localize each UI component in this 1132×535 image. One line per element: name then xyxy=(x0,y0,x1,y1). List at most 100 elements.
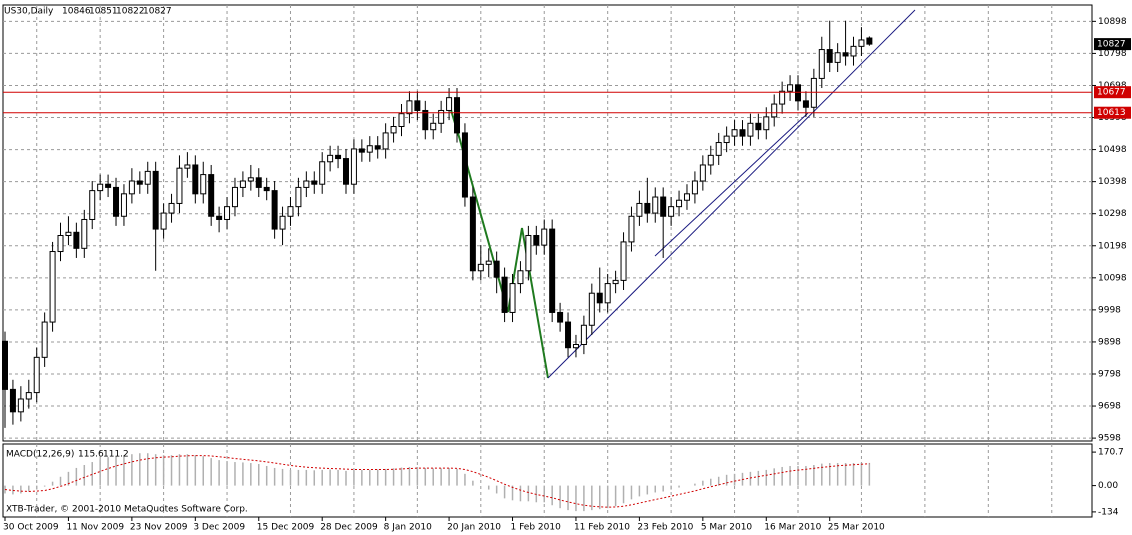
candle-body xyxy=(311,180,318,185)
candle-body xyxy=(731,129,738,137)
price-line-box xyxy=(1094,86,1131,99)
candle-body xyxy=(57,235,64,253)
x-tick-label: 28 Dec 2009 xyxy=(320,523,378,533)
candle-body xyxy=(374,145,381,150)
candle-body xyxy=(691,180,698,195)
candle-body xyxy=(176,167,183,204)
candle-body xyxy=(89,190,96,220)
x-tick-label: 23 Feb 2010 xyxy=(637,523,693,533)
candle-body xyxy=(517,270,524,285)
header-close: 10827 xyxy=(143,7,172,17)
candle-body xyxy=(461,132,468,198)
header-open: 10846 xyxy=(62,7,91,17)
candle-body xyxy=(866,37,873,45)
candle-body xyxy=(335,154,342,160)
candle-body xyxy=(414,100,421,111)
y-tick-label: 10898 xyxy=(1098,17,1127,27)
candle-body xyxy=(525,235,532,272)
candle-body xyxy=(715,142,722,156)
candle-body xyxy=(493,260,500,278)
x-tick-label: 11 Feb 2010 xyxy=(574,523,630,533)
candle-body xyxy=(509,283,516,313)
candle-body xyxy=(834,52,841,63)
candle-body xyxy=(33,356,40,394)
candle-body xyxy=(295,186,302,208)
candle-body xyxy=(628,215,635,243)
candle-body xyxy=(350,148,357,185)
candle-body xyxy=(216,215,223,220)
candle-body xyxy=(763,116,770,131)
y-tick-label: 10298 xyxy=(1098,209,1127,219)
x-tick-label: 15 Dec 2009 xyxy=(257,523,315,533)
y-tick-label: 10798 xyxy=(1098,49,1127,59)
y-tick-label: 9598 xyxy=(1098,434,1121,444)
candle-body xyxy=(128,180,135,195)
candle-body xyxy=(596,292,603,304)
candle-body xyxy=(224,206,231,220)
candle-body xyxy=(247,177,254,182)
candle-body xyxy=(557,311,564,323)
candle-body xyxy=(723,135,730,144)
candle-body xyxy=(588,292,595,326)
x-tick-label: 3 Dec 2009 xyxy=(193,523,245,533)
candle-body xyxy=(501,276,508,313)
candle-body xyxy=(136,180,143,185)
candle-body xyxy=(683,193,690,201)
candle-body xyxy=(319,161,326,185)
candle-body xyxy=(160,212,167,230)
candle-body xyxy=(342,158,349,185)
footer: XTB-Trader, © 2001-2010 MetaQuotes Softw… xyxy=(6,505,248,515)
candle-body xyxy=(565,321,572,349)
candle-body xyxy=(287,206,294,217)
candle-body xyxy=(65,231,72,237)
candle-body xyxy=(668,206,675,217)
candle-body xyxy=(580,324,587,346)
candle-body xyxy=(422,109,429,131)
candle-body xyxy=(644,202,651,214)
candle-body xyxy=(398,113,405,128)
candle-body xyxy=(771,103,778,118)
candle-body xyxy=(707,154,714,166)
signal-line xyxy=(4,455,870,508)
candle-body xyxy=(747,122,754,137)
candle-body xyxy=(477,263,484,272)
candle-body xyxy=(105,183,112,188)
candle-body xyxy=(41,321,48,358)
x-tick-label: 1 Feb 2010 xyxy=(511,523,562,533)
header-high: 10851 xyxy=(89,7,118,17)
indicator-tick-label: -134 xyxy=(1098,507,1119,517)
candle-body xyxy=(327,154,334,163)
candle-body xyxy=(358,148,365,153)
candle-body xyxy=(818,49,825,79)
x-tick-label: 20 Jan 2010 xyxy=(447,523,501,533)
candle-body xyxy=(454,97,461,134)
indicator-tick-label: 0.00 xyxy=(1098,481,1118,491)
candle-body xyxy=(636,202,643,217)
y-tick-label: 10198 xyxy=(1098,241,1127,251)
last-price-label: 10827 xyxy=(1097,40,1126,50)
candle-body xyxy=(810,77,817,108)
candle-body xyxy=(231,186,238,208)
candle-body xyxy=(192,164,199,195)
x-tick-label: 11 Nov 2009 xyxy=(66,523,124,533)
candle-body xyxy=(438,109,445,124)
candle-body xyxy=(604,283,611,304)
candle-body xyxy=(572,344,579,349)
candle-body xyxy=(541,228,548,246)
candle-body xyxy=(279,215,286,230)
candle-body xyxy=(382,132,389,150)
y-tick-label: 10498 xyxy=(1098,145,1127,155)
marks xyxy=(2,20,1092,512)
candle-body xyxy=(239,180,246,188)
candle-body xyxy=(430,122,437,131)
candle-body xyxy=(25,392,32,400)
candle-body xyxy=(366,145,373,153)
y-tick-label: 10398 xyxy=(1098,177,1127,187)
candle-body xyxy=(2,340,8,390)
candle-body xyxy=(17,398,24,413)
y-tick-label: 9698 xyxy=(1098,402,1121,412)
candle-body xyxy=(612,279,619,285)
candle-body xyxy=(842,52,849,57)
candle-body xyxy=(263,186,270,192)
